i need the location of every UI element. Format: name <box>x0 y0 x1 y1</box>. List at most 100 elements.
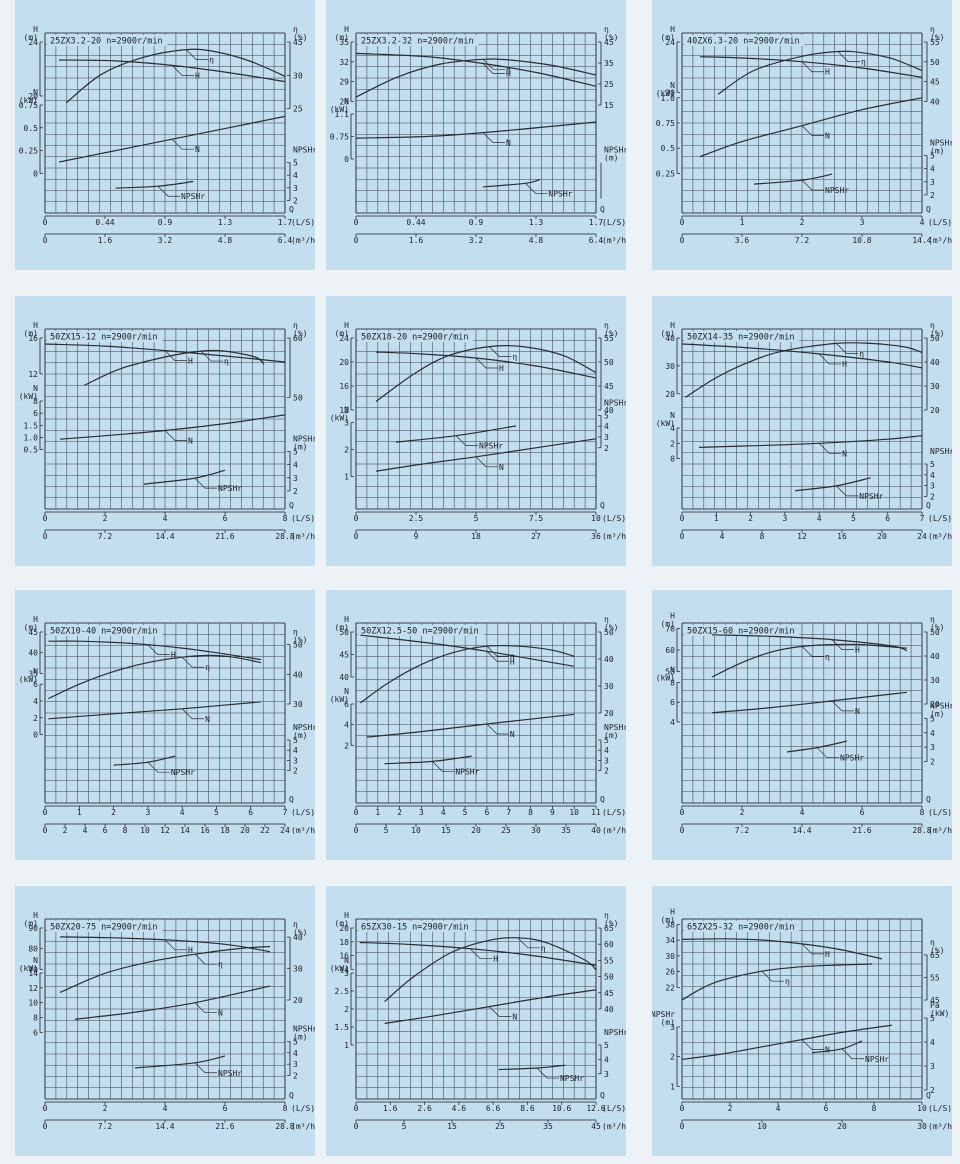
axis-unit: (kW) <box>19 96 38 105</box>
axis-name: H <box>344 615 349 624</box>
curve-n <box>74 985 271 1020</box>
y-tick-label: 2 <box>670 439 675 448</box>
curve-label-leader <box>801 943 824 955</box>
curve-label-leader <box>482 63 506 74</box>
axis-name: NPSHr <box>930 701 952 710</box>
y-tick-label: 45 <box>604 382 614 391</box>
x-tick-label-m3h: 24 <box>917 532 927 541</box>
y-tick-label: 4 <box>930 729 935 738</box>
x-tick-label-m3h: 36 <box>591 532 601 541</box>
y-tick-label: 65 <box>930 951 940 960</box>
y-tick-label: 30 <box>665 362 675 371</box>
curve-label-leader <box>181 708 205 720</box>
y-tick-label: 6 <box>33 1028 38 1037</box>
axis-name: N <box>33 384 38 393</box>
axis-unit: (m) <box>293 442 307 451</box>
y-tick-label: 3 <box>293 474 298 483</box>
curve-label-leader <box>455 435 478 446</box>
y-tick-label: 4 <box>670 718 675 727</box>
y-tick-label: 2 <box>33 714 38 723</box>
chart-title: 50ZX10-40 n=2900r/min <box>50 627 157 637</box>
y-tick-label: 26 <box>665 968 675 977</box>
axis-name: N <box>33 956 38 965</box>
curve-label-leader <box>147 644 170 656</box>
y-tick-label: 50 <box>930 628 940 637</box>
x-tick-label-m3h: 6 <box>103 826 108 835</box>
y-tick-label: 1.5 <box>335 1023 350 1032</box>
y-tick-label: 29 <box>339 78 349 87</box>
x-tick-label-ls: 0.44 <box>406 218 425 227</box>
x-tick-label-ls: 5 <box>851 514 856 523</box>
x-tick-label-ls: 1 <box>77 808 82 817</box>
x-tick-label-ls: 2 <box>111 808 116 817</box>
curve-h <box>681 938 883 960</box>
curve-label: N <box>510 730 515 739</box>
y-tick-label: 2 <box>930 1086 935 1095</box>
x-tick-label-ls: 8 <box>872 1104 877 1113</box>
axis-name: H <box>344 321 349 330</box>
x-tick-label-ls: 0 <box>680 514 685 523</box>
curve-label: H <box>195 71 200 80</box>
curve-efficiency <box>685 342 923 398</box>
y-tick-label: 0.5 <box>24 124 39 133</box>
curve-label-leader <box>194 1062 217 1074</box>
x-tick-label-m3h: 5 <box>402 1122 407 1131</box>
x-tick-label-ls: 0 <box>680 218 685 227</box>
x-tick-label-m3h: 0 <box>354 532 359 541</box>
x-tick-label-ls: 1.7 <box>278 218 293 227</box>
x-unit-ls: (L/S) <box>291 514 315 523</box>
x-axis-symbol: Q <box>600 795 605 804</box>
y-tick-label: 5 <box>930 714 935 723</box>
chart-title-box <box>47 35 168 46</box>
curve-npshr <box>134 1055 226 1069</box>
curve-label-leader <box>816 747 839 758</box>
axis-unit: (%) <box>930 329 944 338</box>
y-tick-label: 5 <box>604 736 609 745</box>
y-tick-label: 0.25 <box>656 169 675 178</box>
axis-name: Pa <box>930 1001 940 1010</box>
x-tick-label-m3h: 0 <box>680 1122 685 1131</box>
x-tick-label-ls: 0 <box>354 514 359 523</box>
y-tick-label: 1.0 <box>24 433 39 442</box>
x-unit-m3h: (m³/h) <box>602 1122 626 1131</box>
axis-name: N <box>344 687 349 696</box>
y-tick-label: 6 <box>670 698 675 707</box>
x-tick-label-ls: 4.6 <box>452 1104 467 1113</box>
curve-h <box>59 59 286 83</box>
curve-label-leader <box>801 646 824 657</box>
x-tick-label-m3h: 4.8 <box>529 236 544 245</box>
x-tick-label-ls: 6 <box>223 1104 228 1113</box>
curve-label-leader <box>837 51 860 62</box>
y-tick-label: 3 <box>930 178 935 187</box>
y-tick-label: 3 <box>930 1062 935 1071</box>
chart-title-box <box>358 331 474 342</box>
x-tick-label-m3h: 0 <box>43 532 48 541</box>
x-tick-label-ls: 7 <box>283 808 288 817</box>
y-tick-label: 4 <box>33 697 38 706</box>
x-tick-label-ls: 10.6 <box>552 1104 571 1113</box>
x-tick-label-ls: 1.3 <box>218 218 233 227</box>
x-unit-ls: (L/S) <box>928 514 952 523</box>
axis-unit: (%) <box>604 623 618 632</box>
curve-label: NPSHr <box>218 484 242 493</box>
curve-label-leader <box>470 948 493 960</box>
axis-unit: (m) <box>335 329 349 338</box>
axis-name: N <box>670 665 675 674</box>
y-tick-label: 2 <box>344 446 349 455</box>
curve-h <box>681 343 923 369</box>
x-tick-label-m3h: 10 <box>411 826 421 835</box>
curve-label: NPSHr <box>479 442 503 451</box>
y-tick-label: 45 <box>930 996 940 1005</box>
pump-chart-panel: 50ZX10-40 n=2900r/min 0 1 2 3 4 5 6 7 (L/S) 0 2 4 6 8 1… <box>15 590 315 860</box>
axis-name: N <box>344 97 349 106</box>
axis-name: H <box>670 25 675 34</box>
chart-title-box <box>684 625 800 636</box>
x-tick-label-ls: 6 <box>860 808 865 817</box>
axis-name: η <box>604 321 609 330</box>
x-axis-symbol: Q <box>289 205 294 214</box>
y-tick-label: 70 <box>28 965 38 974</box>
y-tick-label: 35 <box>28 669 38 678</box>
x-tick-label-m3h: 3.6 <box>735 236 750 245</box>
